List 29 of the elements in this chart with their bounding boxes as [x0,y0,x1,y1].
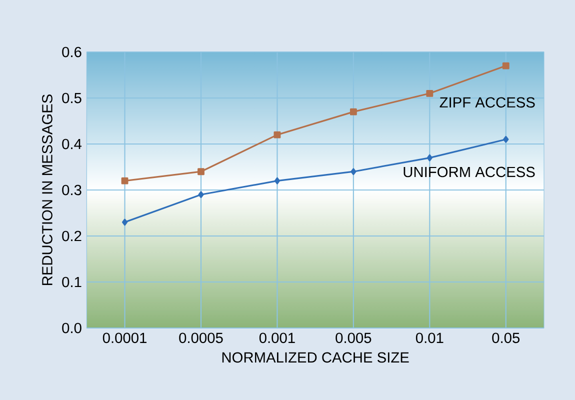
y-tick-label: 0.6 [62,46,82,58]
point [274,131,281,138]
point [198,191,204,198]
point [274,177,280,184]
y-tick-label: 0.1 [62,276,82,288]
point [122,218,128,226]
x-tick-label: 0.0005 [179,332,223,344]
x-tick-label: 0.001 [259,332,295,344]
y-tick-label: 0.3 [62,184,82,196]
y-axis-title: REDUCTION IN MESSAGES [42,94,52,285]
y-tick-label: 0.0 [62,322,82,334]
point [503,136,509,143]
x-tick-label: 0.0001 [102,332,146,344]
x-tick-label: 0.005 [336,332,372,344]
point [502,62,510,70]
y-tick-label: 0.4 [62,138,82,150]
series-label: UNIFORM ACCESS [404,166,535,178]
point [426,90,434,97]
point [198,168,204,176]
series-label: ZIPF ACCESS [440,97,535,108]
x-tick-label: 0.01 [416,332,444,344]
x-axis-title: NORMALIZED CACHE SIZE [222,352,409,363]
point [350,108,357,116]
point [350,168,356,176]
point [426,154,432,162]
point [121,177,128,184]
y-tick-label: 0.5 [62,92,82,104]
x-tick-label: 0.05 [492,332,520,344]
y-tick-label: 0.2 [62,230,82,242]
